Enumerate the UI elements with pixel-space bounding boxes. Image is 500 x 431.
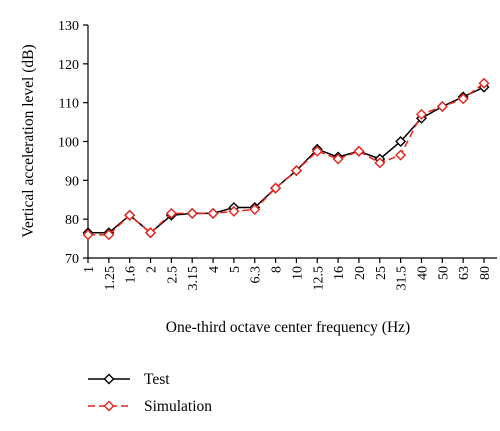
data-point-simulation [332,153,344,165]
y-tick-label: 80 [65,213,79,228]
series-layer [82,77,490,241]
x-axis-title: One-third octave center frequency (Hz) [166,319,410,336]
y-ticks: 70 80 90 100 110 120 130 [58,19,88,267]
x-tick-label: 10 [290,266,305,280]
axes [87,25,497,259]
x-tick-label: 2 [145,266,160,273]
x-tick-label: 1.25 [103,266,118,291]
legend-label: Test [144,371,170,388]
data-point-simulation [103,229,115,241]
y-tick-label: 100 [58,136,79,151]
x-tick-label: 63 [457,266,472,280]
data-point-simulation [457,93,469,105]
legend: Test Simulation [88,371,212,415]
y-tick-label: 110 [59,97,79,112]
legend-label: Simulation [144,398,212,415]
y-axis-title: Vertical acceleration level (dB) [20,44,37,237]
x-tick-label: 40 [415,266,430,280]
data-point-simulation [186,207,198,219]
series-line-simulation [88,82,485,236]
data-point-simulation [374,157,386,169]
x-tick-label: 16 [332,266,347,280]
x-ticks: 1 1.25 1.6 2 2.5 3.15 4 5 6.3 8 10 12.5 16 20 25 31.5 40… [82,258,493,291]
data-point-simulation [82,229,94,241]
data-point-simulation [478,77,490,89]
legend-marker [103,373,115,385]
data-point-simulation [249,203,261,215]
y-tick-label: 130 [58,19,79,34]
data-point-simulation [124,209,136,221]
x-tick-label: 25 [374,266,389,280]
x-tick-label: 2.5 [165,266,180,284]
x-tick-label: 5 [228,266,243,273]
y-tick-label: 70 [65,252,79,267]
x-tick-label: 8 [270,266,285,273]
y-tick-label: 90 [65,174,79,189]
data-point-simulation [311,145,323,157]
x-tick-label: 50 [436,266,451,280]
x-tick-label: 1.6 [124,266,139,284]
x-tick-label: 4 [207,266,222,273]
legend-marker [103,400,115,412]
x-tick-label: 12.5 [311,266,326,291]
data-point-simulation [415,108,427,120]
data-point-simulation [395,149,407,161]
x-tick-label: 1 [82,266,97,273]
data-point-simulation [436,101,448,113]
data-point-simulation [165,207,177,219]
data-point-test [395,136,407,147]
data-point-simulation [270,182,282,194]
x-tick-label: 6.3 [249,266,264,284]
data-point-simulation [353,145,365,157]
data-point-simulation [228,205,240,217]
series-line-test [88,86,485,234]
x-tick-label: 3.15 [186,266,201,291]
x-tick-label: 80 [478,266,493,280]
data-point-simulation [145,227,157,239]
x-tick-label: 20 [353,266,368,280]
data-point-simulation [290,165,302,177]
data-point-simulation [207,207,219,219]
x-tick-label: 31.5 [395,266,410,291]
y-tick-label: 120 [58,58,79,73]
